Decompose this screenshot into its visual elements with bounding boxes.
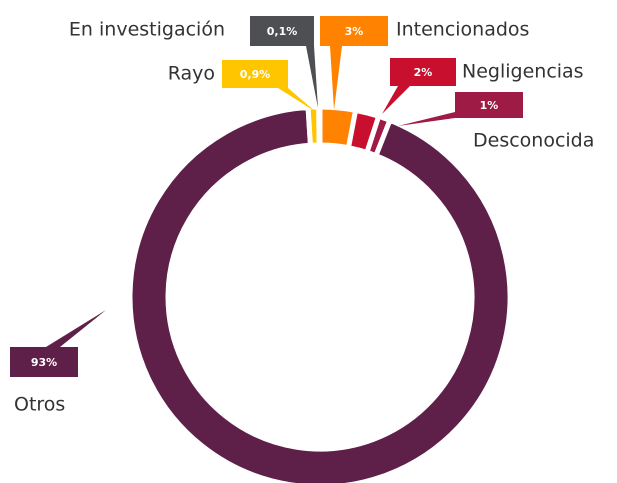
leader — [382, 86, 410, 114]
value-label: 2% — [414, 66, 433, 79]
legend-label: Negligencias — [462, 61, 584, 83]
label-box — [455, 92, 523, 118]
legend-label: Intencionados — [396, 19, 529, 41]
leader — [398, 112, 455, 126]
legend-label: En investigación — [69, 19, 225, 41]
leader — [46, 310, 106, 347]
value-label: 1% — [480, 99, 499, 112]
legend-label: Rayo — [168, 63, 215, 85]
label-box — [390, 58, 456, 86]
leader — [330, 46, 342, 110]
leader — [278, 88, 316, 112]
leader — [306, 46, 318, 108]
label-box — [250, 16, 314, 46]
label-box — [320, 16, 388, 46]
donut-slice — [316, 104, 323, 148]
value-label: 3% — [345, 25, 364, 38]
donut-slice — [127, 104, 513, 483]
label-box — [222, 60, 288, 88]
value-label: 93% — [31, 356, 57, 369]
legend-label: Desconocida — [473, 130, 594, 152]
value-label: 0,9% — [240, 68, 271, 81]
legend-label: Otros — [14, 394, 65, 416]
label-box — [10, 347, 78, 377]
value-label: 0,1% — [267, 25, 298, 38]
